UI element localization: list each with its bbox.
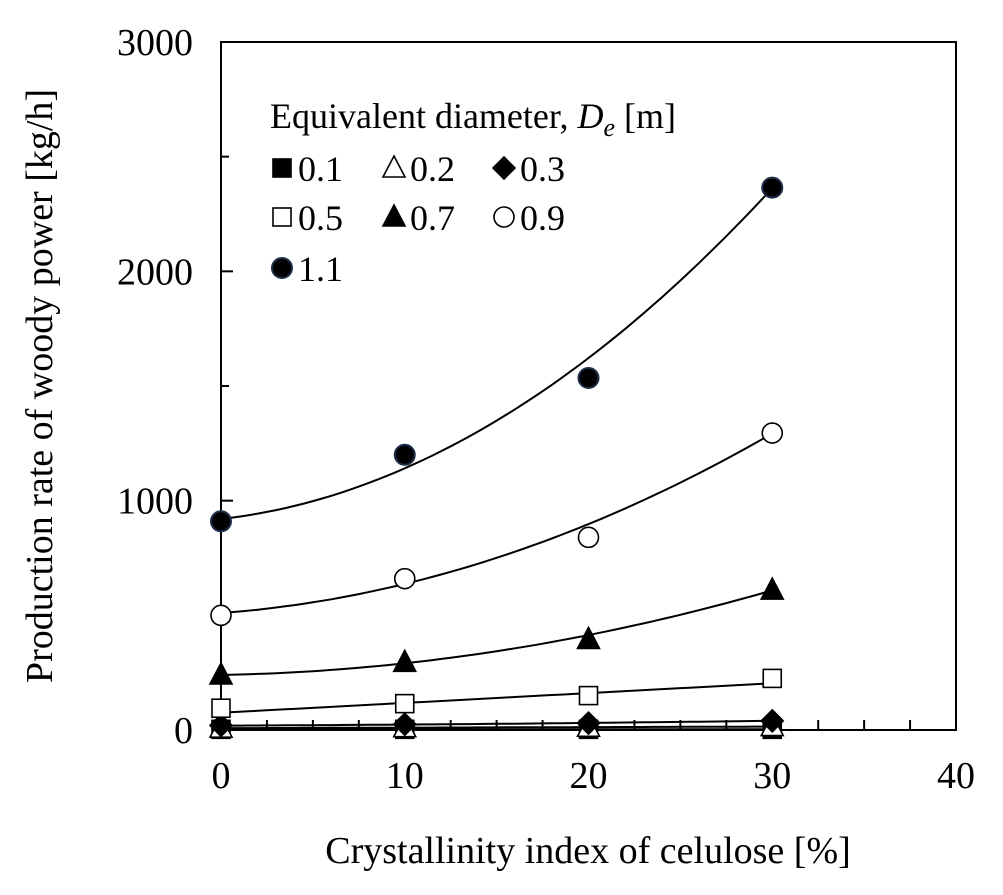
data-points (208, 176, 785, 740)
fit-curve (221, 719, 773, 727)
legend-title: Equivalent diameter, De [m] (270, 96, 676, 142)
legend: Equivalent diameter, De [m] 0.1 0.2 0.3 0.5… (270, 96, 676, 289)
data-point (576, 710, 601, 736)
legend-marker (493, 206, 515, 228)
data-point (208, 713, 234, 738)
data-point (393, 443, 416, 466)
legend-marker (381, 154, 407, 178)
x-tick-label: 0 (212, 755, 231, 797)
tick-labels: 0 1000 2000 3000 0 10 20 30 40 (117, 22, 975, 797)
data-point (762, 668, 783, 689)
data-point (392, 712, 417, 737)
y-tick-label: 1000 (117, 481, 193, 523)
legend-label: 0.7 (410, 198, 455, 238)
data-point (761, 422, 784, 444)
legend-entries: 0.1 0.2 0.3 0.5 0.7 0.9 1.1 (271, 149, 565, 289)
legend-marker (272, 158, 292, 178)
x-tick-label: 20 (570, 755, 608, 797)
x-tick-label: 40 (937, 755, 975, 797)
legend-marker (491, 155, 517, 181)
data-point (394, 693, 415, 714)
data-point (577, 366, 600, 389)
x-tick-label: 10 (386, 755, 424, 797)
legend-marker (271, 257, 293, 279)
legend-label: 0.5 (298, 198, 343, 238)
fit-curve (220, 187, 774, 520)
data-point (578, 685, 599, 706)
y-tick-label: 0 (174, 710, 193, 752)
legend-marker (272, 207, 292, 227)
legend-label: 0.3 (520, 149, 565, 189)
data-point (759, 576, 785, 600)
fit-curve (220, 432, 773, 614)
fit-curve (220, 682, 773, 714)
legend-label: 0.2 (410, 149, 455, 189)
data-point (210, 604, 232, 627)
x-axis-title: Crystallinity index of celulose [%] (325, 830, 851, 872)
data-point (576, 625, 601, 650)
legend-label: 0.9 (520, 198, 565, 238)
fit-curve (220, 725, 773, 730)
data-point (393, 567, 416, 590)
fit-curve (220, 589, 773, 676)
y-tick-label: 2000 (117, 251, 193, 293)
fit-curves (220, 187, 774, 731)
data-point (210, 510, 232, 533)
y-axis-title: Production rate of woody power [kg/h] (19, 89, 61, 683)
data-point (761, 176, 784, 199)
y-tick-label: 3000 (117, 22, 193, 64)
legend-label: 0.1 (298, 149, 343, 189)
legend-label: 1.1 (298, 249, 343, 289)
x-tick-label: 30 (753, 755, 791, 797)
data-point (577, 526, 600, 549)
data-point (211, 698, 231, 719)
data-point (760, 708, 785, 733)
data-point (208, 661, 234, 685)
legend-marker (381, 203, 407, 227)
data-point (392, 648, 418, 673)
